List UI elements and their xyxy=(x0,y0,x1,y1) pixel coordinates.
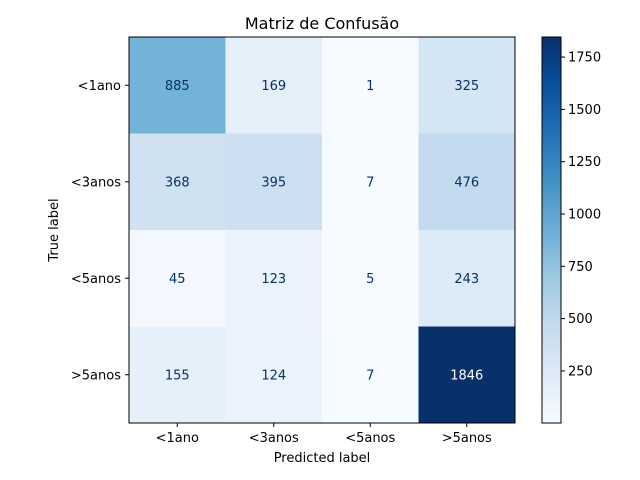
cell-value-label: 885 xyxy=(165,79,190,94)
colorbar-tick-label: 1750 xyxy=(568,51,601,66)
colorbar-tick-label: 1500 xyxy=(568,103,601,118)
cell-value-label: 155 xyxy=(165,368,190,383)
plot-frame xyxy=(128,36,516,424)
cell-value-label: 45 xyxy=(169,272,186,287)
cell-value-label: 124 xyxy=(261,368,286,383)
heatmap-cell xyxy=(225,326,323,424)
heatmap-cell xyxy=(322,37,419,134)
heatmap-cell xyxy=(322,133,419,231)
x-axis-ticks: <1ano <3anos <5anos >5anos xyxy=(156,423,492,446)
y-axis-ticks: <1ano <3anos <5anos >5anos xyxy=(71,79,129,383)
cell-value-label: 395 xyxy=(261,175,286,190)
y-tick-label: <3anos xyxy=(71,175,121,190)
heatmap-cell xyxy=(129,230,226,327)
cell-value-label: 368 xyxy=(165,175,190,190)
cell-value-label: 1 xyxy=(366,79,374,94)
cell-value-label: 243 xyxy=(454,272,479,287)
heatmap-cell xyxy=(225,230,323,327)
heatmap-cell xyxy=(225,133,323,231)
cell-value-label: 325 xyxy=(454,79,479,94)
heatmap-cell xyxy=(129,133,226,231)
colorbar-tick-label: 1000 xyxy=(568,207,601,222)
x-tick-label: >5anos xyxy=(442,431,492,446)
y-tick-label: <5anos xyxy=(71,272,121,287)
heatmap-cell xyxy=(418,230,516,327)
cell-value-label: 7 xyxy=(366,368,374,383)
heatmap-cell xyxy=(129,37,226,134)
heatmap-cell xyxy=(322,326,419,424)
x-tick-label: <1ano xyxy=(156,431,199,446)
y-tick-label: >5anos xyxy=(71,368,121,383)
cell-value-label: 476 xyxy=(454,175,479,190)
heatmap-cell xyxy=(129,326,226,424)
cell-value-label: 169 xyxy=(261,79,286,94)
colorbar-ticks: 250 500 750 1000 1250 1500 1750 xyxy=(561,51,601,379)
cell-value-label: 7 xyxy=(366,175,374,190)
heatmap-cells xyxy=(129,37,516,424)
cell-value-label: 123 xyxy=(261,272,286,287)
cell-value-label: 5 xyxy=(366,272,374,287)
colorbar xyxy=(541,36,562,424)
heatmap-cell xyxy=(418,37,516,134)
y-tick-label: <1ano xyxy=(78,79,121,94)
heatmap-cell xyxy=(322,230,419,327)
x-tick-label: <5anos xyxy=(345,431,395,446)
x-axis-label: Predicted label xyxy=(274,451,371,466)
heatmap-cell-labels: 885 169 1 325 368 395 7 476 45 123 5 243 155 124 7 1846 xyxy=(165,79,483,384)
heatmap-cell xyxy=(418,326,516,424)
cell-value-label: 1846 xyxy=(450,368,483,383)
chart-title: Matriz de Confusão xyxy=(245,14,399,33)
colorbar-tick-label: 500 xyxy=(568,312,593,327)
colorbar-tick-label: 1250 xyxy=(568,155,601,170)
heatmap-cell xyxy=(418,133,516,231)
colorbar-tick-label: 750 xyxy=(568,260,593,275)
heatmap-cell xyxy=(225,37,323,134)
colorbar-tick-label: 250 xyxy=(568,364,593,379)
y-axis-label: True label xyxy=(47,198,62,262)
x-tick-label: <3anos xyxy=(249,431,299,446)
